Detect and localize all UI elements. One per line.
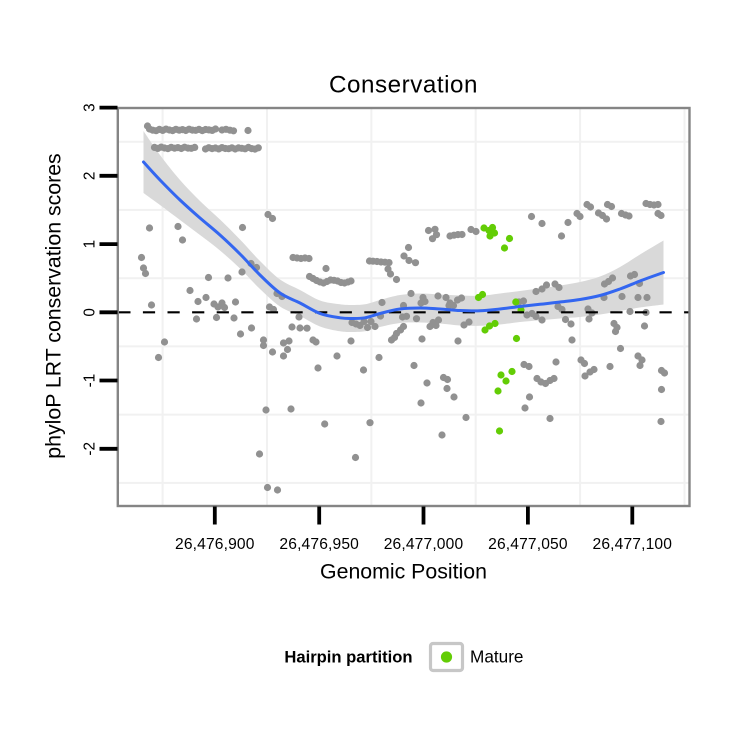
- svg-text:26,477,000: 26,477,000: [384, 536, 464, 553]
- svg-text:Conservation: Conservation: [329, 72, 478, 99]
- svg-text:26,476,900: 26,476,900: [175, 536, 255, 553]
- svg-text:phyloP LRT conservation scores: phyloP LRT conservation scores: [42, 153, 66, 458]
- svg-text:26,477,050: 26,477,050: [488, 536, 568, 553]
- svg-text:26,477,100: 26,477,100: [593, 536, 673, 553]
- svg-text:1: 1: [81, 240, 98, 249]
- svg-text:3: 3: [81, 103, 98, 112]
- svg-text:-1: -1: [81, 374, 98, 388]
- svg-text:-2: -2: [81, 442, 98, 456]
- svg-text:Hairpin partition: Hairpin partition: [284, 647, 412, 666]
- svg-text:26,476,950: 26,476,950: [279, 536, 359, 553]
- svg-text:2: 2: [81, 172, 98, 181]
- svg-text:Genomic Position: Genomic Position: [320, 560, 487, 584]
- svg-text:0: 0: [81, 308, 98, 317]
- svg-text:Mature: Mature: [470, 646, 524, 666]
